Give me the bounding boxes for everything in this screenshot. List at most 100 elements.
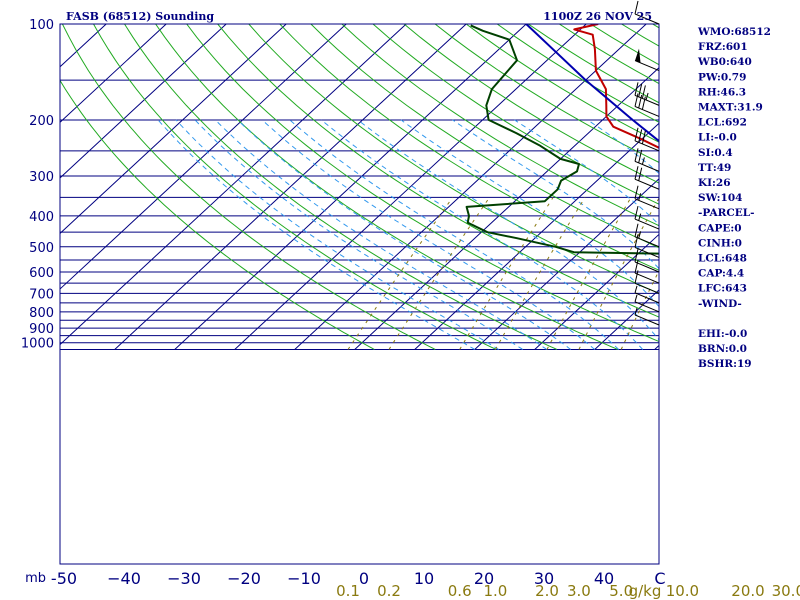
- stat-line: TT:49: [698, 162, 731, 174]
- wind-barb: [634, 285, 660, 304]
- moist-adiabat: [320, 119, 644, 350]
- stat-line: BSHR:19: [698, 358, 752, 370]
- wind-barb-shaft: [634, 246, 660, 258]
- stat-line: MAXT:31.9: [698, 102, 763, 114]
- isotherm-line: [594, 289, 659, 350]
- mixing-ratio-label: 10.0: [666, 582, 699, 600]
- wind-barb-shaft: [634, 178, 660, 190]
- sounding-series: [465, 24, 659, 255]
- wind-barb-shaft: [634, 236, 660, 248]
- wind-barb-tick: [638, 167, 643, 181]
- wind-barbs: [634, 0, 660, 326]
- isotherm-line: [60, 24, 347, 290]
- wind-barb-shaft: [634, 94, 660, 106]
- stat-line: CAP:4.4: [698, 268, 744, 280]
- moist-adiabat: [194, 119, 523, 350]
- mixing-ratio-line: [388, 197, 490, 350]
- wind-barb-tick: [641, 130, 646, 145]
- wind-barb-tick: [638, 149, 643, 164]
- temperature-line: [573, 24, 659, 149]
- moist-adiabat: [261, 119, 596, 350]
- temp-tick-label: 30: [534, 569, 554, 588]
- stat-line: -PARCEL-: [698, 207, 754, 219]
- isotherm-line: [60, 24, 287, 235]
- mixing-ratio-label: 2.0: [535, 582, 559, 600]
- pressure-tick-label: 100: [29, 18, 54, 33]
- wind-barb-halftick: [638, 193, 642, 201]
- wind-barb-shaft: [634, 60, 660, 72]
- stat-line: SW:104: [698, 192, 742, 204]
- stat-line: LI:-0.0: [698, 132, 737, 144]
- mixing-ratio-label: 5.0: [609, 582, 633, 600]
- dry-adiabat: [186, 24, 659, 343]
- temp-tick-label: 10: [414, 569, 434, 588]
- wind-barb-halftick: [634, 307, 638, 316]
- pressure-tick-label: 800: [29, 306, 54, 321]
- mixing-ratio-label: 30.0: [772, 582, 800, 600]
- mixing-ratio-unit-label: g/kg: [629, 582, 662, 600]
- stat-line: LCL:648: [698, 253, 747, 265]
- stat-line: PW:0.79: [698, 71, 746, 83]
- moist-adiabat: [357, 119, 659, 341]
- pressure-tick-label: 700: [29, 287, 54, 302]
- isotherm-line: [60, 24, 407, 346]
- temp-tick-label: −30: [167, 569, 201, 588]
- dry-adiabat: [310, 24, 659, 249]
- mixing-ratio-label: 20.0: [731, 582, 764, 600]
- stat-line: WB0:640: [697, 56, 752, 68]
- isotherm-line: [294, 24, 647, 350]
- stat-line: WMO:68512: [697, 26, 771, 38]
- pressure-tick-label: 1000: [21, 337, 54, 352]
- wind-barb-tick: [634, 82, 639, 96]
- title-right: 1100Z 26 NOV 25: [543, 10, 652, 23]
- dry-adiabat: [93, 24, 497, 350]
- temp-tick-label: 40: [594, 569, 614, 588]
- temp-tick-label: 20: [474, 569, 494, 588]
- wind-barb: [634, 223, 660, 248]
- isotherm-line: [474, 178, 659, 350]
- mixing-ratio-label: 3.0: [567, 582, 591, 600]
- wind-barb-halftick: [638, 213, 642, 221]
- wind-barb-shaft: [634, 261, 660, 273]
- wind-barb-flag: [635, 48, 641, 63]
- wind-barb-shaft: [634, 282, 660, 294]
- temp-tick-label: −40: [107, 569, 141, 588]
- dry-adiabat: [217, 24, 659, 318]
- wind-barb: [634, 234, 660, 258]
- wind-barb: [634, 166, 660, 190]
- stat-line: BRN:0.0: [698, 343, 747, 355]
- dry-adiabat: [279, 24, 659, 271]
- wind-barb-halftick: [634, 294, 638, 302]
- moist-adiabat: [157, 119, 475, 350]
- dry-adiabat: [372, 24, 659, 205]
- pressure-tick-label: 300: [29, 170, 54, 185]
- wind-barb-shaft: [634, 301, 660, 313]
- dry-adiabat: [61, 24, 436, 350]
- moist-adiabat: [452, 119, 659, 270]
- dry-adiabat: [341, 24, 659, 227]
- stat-line: KI:26: [698, 177, 731, 189]
- wind-barb: [634, 307, 660, 326]
- wind-barb: [634, 0, 660, 25]
- wind-barb: [634, 148, 660, 172]
- wind-barb-tick: [634, 259, 639, 274]
- grid-lines: [60, 24, 659, 350]
- pressure-unit-label: mb: [25, 571, 46, 586]
- wind-barb-tick: [634, 205, 639, 220]
- temp-unit-label: C: [654, 569, 665, 588]
- isotherm-line: [60, 24, 167, 124]
- pressure-tick-label: 900: [29, 322, 54, 337]
- moist-adiabat: [289, 119, 620, 350]
- wind-barb: [634, 48, 660, 72]
- wind-barb-tick: [634, 234, 639, 248]
- wind-barb: [634, 259, 660, 284]
- mixing-ratio-label: 0.2: [377, 582, 401, 600]
- wind-barb-tick: [634, 166, 639, 180]
- pressure-tick-label: 200: [29, 114, 54, 129]
- stat-line: CINH:0: [698, 237, 742, 249]
- wind-barb-tick: [638, 94, 643, 109]
- wind-barb-shaft: [634, 140, 660, 152]
- wind-barb-tick: [634, 148, 639, 162]
- wind-barb-halftick: [645, 92, 649, 101]
- mixing-ratio-line: [459, 197, 554, 350]
